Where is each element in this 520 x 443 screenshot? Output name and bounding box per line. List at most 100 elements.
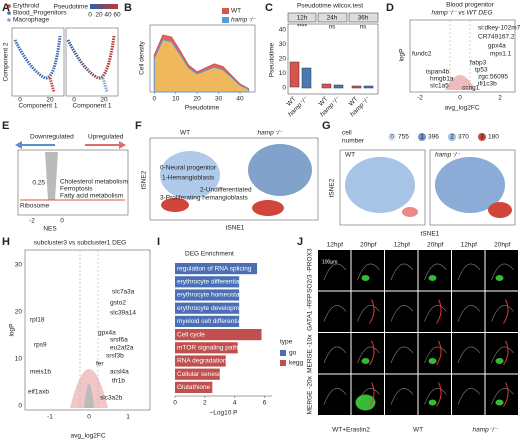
panel-label: D bbox=[386, 2, 394, 14]
image-grid bbox=[318, 250, 518, 415]
gene-label: mps1.1 bbox=[490, 51, 512, 58]
micrograph bbox=[318, 333, 351, 374]
x-tick-label: 0 bbox=[18, 97, 22, 104]
facet-label: 24h bbox=[327, 15, 338, 22]
bar bbox=[175, 381, 213, 393]
tsne-clusters-f bbox=[149, 137, 319, 221]
x-tick-label: 30 bbox=[215, 96, 223, 103]
embryo-outline bbox=[390, 305, 414, 322]
micrograph bbox=[351, 250, 384, 291]
axis-label: Component 1 bbox=[72, 103, 111, 110]
signal-red bbox=[436, 299, 442, 324]
category-label: regulation of RNA splicing bbox=[177, 265, 252, 272]
gene-label: meis1b bbox=[30, 369, 51, 376]
legend-swatch bbox=[280, 360, 286, 366]
y-tick-label: 20 bbox=[15, 309, 23, 316]
x-tick-label: 20 bbox=[46, 97, 54, 104]
micrograph bbox=[318, 291, 351, 332]
panel-label: C bbox=[265, 2, 273, 14]
direction-label: Upregulated bbox=[88, 134, 124, 141]
category-label: Cell cycle bbox=[177, 331, 205, 338]
y-tick-label: 10 bbox=[279, 70, 287, 77]
group-label: WT bbox=[413, 427, 423, 434]
axis-label: tSNE1 bbox=[226, 225, 245, 232]
micrograph bbox=[351, 291, 384, 332]
embryo-outline bbox=[457, 388, 481, 405]
bar bbox=[175, 329, 262, 341]
legend-label: Macrophage bbox=[13, 17, 50, 24]
micrograph bbox=[418, 333, 451, 374]
colorbar bbox=[90, 4, 118, 9]
x-tick-label: 0 bbox=[87, 414, 91, 421]
bar bbox=[175, 276, 240, 288]
gene-label: slc7a3a bbox=[112, 289, 135, 296]
panel-label: I bbox=[157, 236, 160, 248]
signal-red bbox=[503, 382, 509, 407]
panel-subtitle: hamp⁻/⁻ vs WT DEG bbox=[431, 10, 492, 17]
axis-label: tSNE2 bbox=[141, 170, 148, 189]
axis-label: Cell density bbox=[139, 40, 146, 74]
column-label: 12hpf bbox=[461, 242, 477, 249]
panel-label: E bbox=[2, 120, 9, 132]
axis-label: −Log10 P bbox=[209, 410, 237, 417]
facet-label: 12h bbox=[297, 15, 308, 22]
bar bbox=[175, 342, 238, 354]
gene-label: slc1a5 bbox=[430, 83, 449, 90]
embryo-outline bbox=[390, 346, 414, 364]
panel-title: Blood progenitor bbox=[446, 2, 495, 9]
x-tick-label: 0 bbox=[152, 96, 156, 103]
group-label: WT bbox=[345, 152, 355, 159]
axis-label: NES bbox=[43, 226, 57, 233]
group-label: WT bbox=[180, 130, 190, 137]
legend-cluster: 0 bbox=[390, 134, 394, 141]
pathway-label: Fatty acid metabolism bbox=[60, 193, 123, 200]
signal-red bbox=[369, 299, 375, 324]
legend-label: Blood_Progenitors bbox=[13, 10, 67, 17]
x-tick-label: 20 bbox=[194, 96, 202, 103]
gene-label: ifi1c3b bbox=[478, 81, 497, 88]
gene-label: gpx4a bbox=[98, 330, 116, 337]
density-area bbox=[153, 39, 250, 93]
axis-label: Pseudotime bbox=[269, 42, 276, 77]
x-tick-label: -1 bbox=[47, 414, 53, 421]
panel-title: Pseudotime wilcox.test bbox=[297, 3, 363, 10]
column-label: 20hpf bbox=[360, 242, 376, 249]
axis-label: Component 1 bbox=[18, 103, 57, 110]
bar bbox=[175, 302, 240, 314]
signal bbox=[495, 358, 504, 364]
gene-label: hmgb1a bbox=[430, 76, 454, 83]
panel-label: J bbox=[297, 236, 303, 248]
x-tick-label: 1 bbox=[126, 414, 130, 421]
embryo-outline bbox=[424, 346, 447, 364]
micrograph bbox=[351, 333, 384, 374]
legend-title: number bbox=[342, 138, 365, 145]
panel-label: F bbox=[135, 120, 142, 132]
gene-label: slc39a14 bbox=[110, 310, 136, 317]
x-tick-label: 0 bbox=[72, 97, 76, 104]
row-label: SO2/3 -PROX3 bbox=[307, 248, 314, 293]
embryo-outline bbox=[357, 346, 380, 364]
embryo-outline bbox=[491, 388, 514, 405]
legend-swatch bbox=[222, 17, 229, 23]
panel-label: B bbox=[124, 2, 132, 14]
gene-label: acsl4a bbox=[110, 369, 129, 376]
scale-label: 100μm bbox=[322, 259, 337, 265]
embryo-outline bbox=[457, 263, 481, 281]
cluster-label: 2-Undifferentiated bbox=[200, 187, 252, 194]
group-label: WT+Erastin2 bbox=[332, 427, 370, 434]
gene-label: CR749167.2 bbox=[478, 34, 515, 41]
micrograph bbox=[485, 291, 518, 332]
gene-label: tspan4b bbox=[426, 69, 450, 76]
embryo-outline bbox=[424, 305, 447, 322]
cluster-label: 0-Neural progenitor bbox=[160, 165, 217, 172]
embryo-outline bbox=[457, 346, 481, 364]
category-label: Cellular senescence bbox=[177, 371, 236, 378]
legend-count: 180 bbox=[488, 134, 499, 141]
row-label: MERGE -20x bbox=[307, 375, 314, 414]
axis-label: Pseudotime bbox=[185, 105, 220, 112]
micrograph bbox=[385, 374, 418, 415]
colorbar-tick: 20 bbox=[95, 12, 103, 19]
bar bbox=[175, 355, 226, 367]
column-label: 12hpf bbox=[327, 242, 343, 249]
category-label: erythrocyte homeostasis bbox=[177, 292, 248, 299]
